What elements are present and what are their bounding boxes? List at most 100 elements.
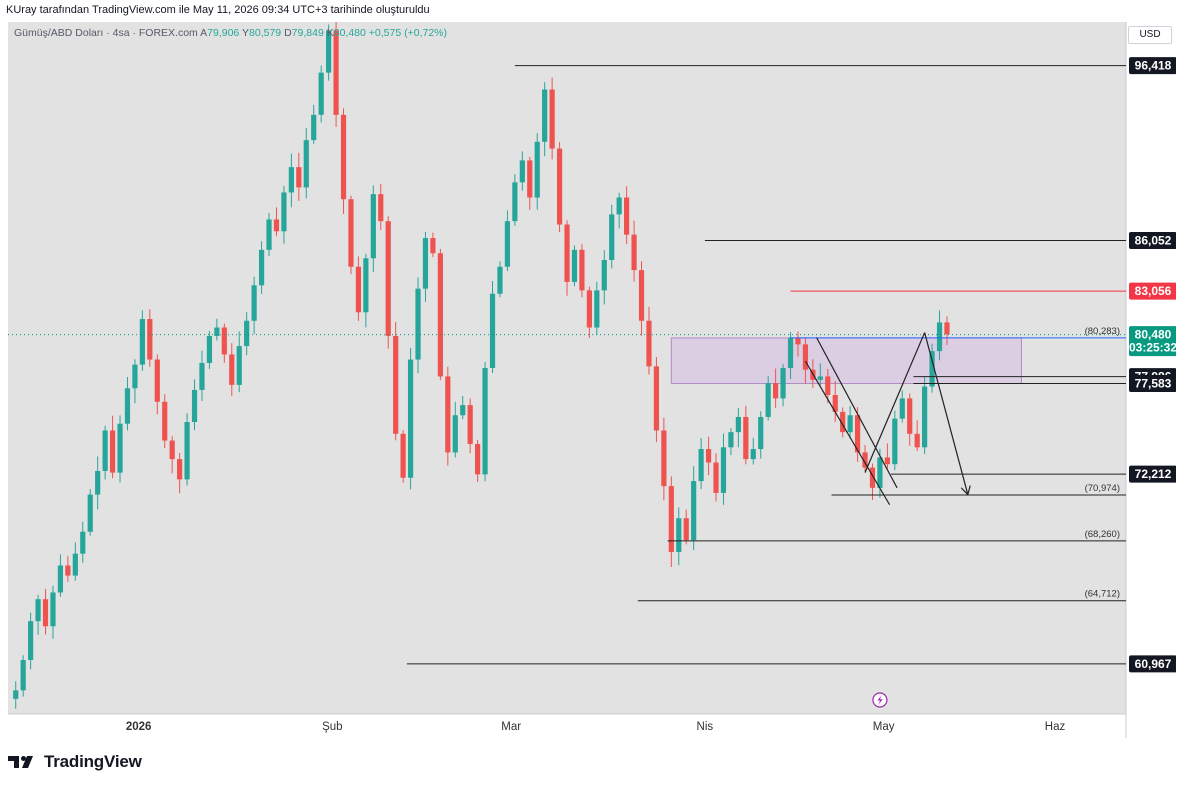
candle-body (326, 30, 332, 73)
candle-body (109, 430, 116, 473)
tradingview-logo-icon (8, 756, 33, 768)
candle-body (132, 364, 138, 389)
candle-body (750, 449, 756, 460)
candle-body (907, 398, 913, 434)
candle-body (832, 395, 838, 412)
price-tag (1129, 326, 1176, 357)
candle-body (534, 141, 540, 198)
candle-body (616, 197, 622, 215)
candle-body (370, 194, 376, 259)
candle-body (504, 221, 511, 267)
candle-body (266, 219, 272, 250)
candle-body (13, 690, 19, 699)
candle-body (661, 430, 667, 487)
candle-body (586, 290, 592, 328)
candle-body (899, 398, 905, 419)
candle-body (72, 553, 78, 576)
price-tag-label: 77,583 (1135, 376, 1172, 390)
candle-body (676, 518, 682, 552)
level-label: (70,974) (1085, 483, 1120, 494)
candle-body (646, 320, 652, 367)
candle-body (102, 430, 108, 471)
candle-body (124, 388, 131, 424)
candle-body (251, 285, 257, 321)
candle-body (258, 249, 265, 286)
open-value: 79,906 (207, 27, 240, 39)
candle-body (340, 114, 347, 200)
candle-body (407, 359, 414, 478)
candle-body (191, 389, 198, 423)
price-tag (1129, 465, 1176, 483)
candle-body (936, 322, 943, 352)
symbol-legend: Gümüş/ABD Doları · 4sa · FOREX.com A79,9… (14, 27, 447, 39)
close-value: 80,480 (333, 27, 366, 39)
candle-body (273, 219, 280, 232)
candle-body (281, 192, 287, 232)
candle-body (519, 160, 525, 183)
candle-body (363, 258, 369, 313)
x-tick-label: Nis (697, 721, 714, 733)
projection-arrow (924, 332, 968, 495)
candle-body (415, 288, 421, 360)
candle-body (482, 368, 488, 475)
low-value: 79,849 (291, 27, 324, 39)
level-label: (80,283) (1085, 326, 1120, 337)
level-label: (64,712) (1085, 589, 1120, 600)
chart-frame[interactable]: (80,283)(70,974)(68,260)(64,712)58,80060… (8, 22, 1176, 738)
candle-body (713, 462, 719, 493)
trendline (816, 337, 898, 489)
currency-button[interactable]: USD (1128, 26, 1172, 44)
candle-body (154, 359, 160, 402)
candle-body (884, 457, 890, 465)
price-tag (1129, 57, 1176, 75)
candle-body (430, 238, 436, 254)
price-tag (1129, 655, 1176, 673)
candle-body (556, 148, 563, 225)
candle-body (571, 249, 578, 282)
candle-body (758, 416, 764, 450)
candle-body (460, 405, 466, 416)
candle-body (400, 433, 406, 478)
attribution-header: KUray tarafından TradingView.com ile May… (6, 4, 430, 16)
candle-body (229, 354, 235, 385)
candle-body (564, 224, 570, 282)
candle-body (922, 386, 928, 448)
candle-body (720, 447, 727, 493)
candle-body (542, 89, 548, 142)
candle-body (199, 362, 205, 390)
candle-body (177, 459, 183, 480)
candle-body (333, 30, 339, 115)
candle-body (527, 160, 533, 198)
candle-body (378, 194, 384, 222)
candle-body (117, 423, 123, 473)
candle-body (705, 449, 712, 463)
candle-body (87, 494, 93, 532)
price-tag (1129, 232, 1176, 250)
candle-body (683, 518, 689, 541)
candle-body (549, 89, 555, 149)
candle-body (236, 346, 242, 385)
candle-body (787, 337, 794, 368)
candle-body (475, 443, 481, 475)
change-value: +0,575 (+0,72%) (368, 27, 448, 39)
candle-body (288, 167, 294, 193)
candle-body (735, 416, 741, 433)
price-tag-label: 60,967 (1135, 657, 1172, 671)
candle-body (944, 322, 950, 335)
candle-body (489, 293, 496, 368)
candle-body (594, 290, 600, 328)
candle-body (296, 167, 302, 188)
high-value: 80,579 (249, 27, 282, 39)
candle-body (817, 376, 823, 380)
candlestick-chart[interactable]: (80,283)(70,974)(68,260)(64,712)58,80060… (8, 22, 1176, 738)
trendline (804, 360, 891, 506)
candle-body (244, 320, 250, 347)
tradingview-footer[interactable]: TradingView (8, 752, 142, 772)
candle-body (728, 432, 734, 448)
price-tag-label: 86,052 (1135, 234, 1172, 248)
time-axis (8, 714, 1126, 738)
candle-body (743, 416, 749, 460)
candle-body (437, 253, 443, 377)
candle-body (65, 565, 71, 576)
low-label: D (284, 27, 292, 39)
